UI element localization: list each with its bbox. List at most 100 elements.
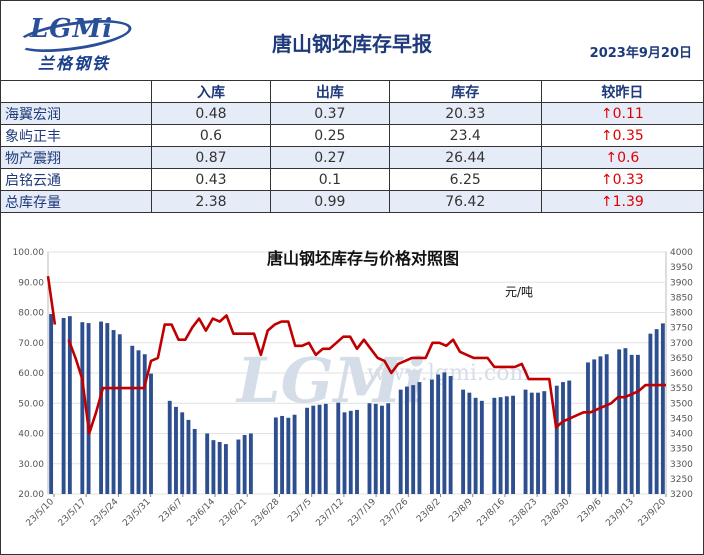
inventory-bar bbox=[598, 356, 603, 494]
x-tick-label: 23/8/23 bbox=[508, 497, 540, 529]
inventory-bar bbox=[567, 380, 572, 494]
inventory-bar bbox=[286, 417, 291, 494]
inventory-bar bbox=[211, 440, 216, 494]
inventory-bar bbox=[311, 405, 316, 494]
inventory-bar bbox=[186, 419, 191, 494]
inventory-table: 入库 出库 库存 较昨日 海翼宏润 0.48 0.37 20.33 ↑0.11 … bbox=[0, 80, 704, 213]
inventory-bar bbox=[130, 345, 135, 494]
inventory-bar bbox=[236, 439, 241, 494]
inventory-bar bbox=[660, 323, 665, 494]
y-right-tick-label: 3850 bbox=[670, 293, 693, 303]
y-right-tick-label: 3250 bbox=[670, 475, 693, 485]
x-tick-label: 23/9/13 bbox=[604, 497, 636, 529]
inventory-bar bbox=[67, 316, 72, 494]
row-stock: 26.44 bbox=[388, 146, 542, 169]
y-left-tick-label: 80.00 bbox=[18, 309, 44, 319]
report-header: LGMi 兰格钢铁 唐山钢坯库存早报 2023年9月20日 bbox=[0, 0, 704, 80]
lgmi-logo: LGMi 兰格钢铁 bbox=[12, 8, 134, 73]
row-name: 总库存量 bbox=[0, 190, 152, 213]
x-tick-label: 23/5/10 bbox=[25, 497, 57, 529]
inventory-bar bbox=[554, 385, 559, 494]
inventory-bar bbox=[242, 435, 247, 494]
row-in: 0.48 bbox=[151, 102, 271, 125]
inventory-bar bbox=[355, 409, 359, 494]
inventory-bar bbox=[405, 386, 409, 494]
inventory-bar bbox=[604, 354, 609, 494]
y-left-tick-label: 40.00 bbox=[18, 430, 44, 440]
y-right-tick-label: 3600 bbox=[670, 369, 693, 379]
inventory-bar bbox=[448, 376, 453, 494]
price-unit-label: 元/吨 bbox=[505, 285, 533, 299]
y-right-tick-label: 3750 bbox=[670, 324, 693, 334]
row-in: 0.6 bbox=[151, 124, 271, 147]
row-change: ↑0.33 bbox=[540, 168, 704, 191]
row-change: ↑0.11 bbox=[540, 102, 704, 125]
inventory-bar bbox=[280, 415, 285, 494]
y-right-tick-label: 3700 bbox=[670, 339, 693, 349]
y-right-tick-label: 3450 bbox=[670, 414, 693, 424]
logo-brand-text: LGMi bbox=[30, 14, 114, 44]
row-change: ↑0.6 bbox=[540, 146, 704, 169]
y-left-tick-label: 90.00 bbox=[18, 278, 44, 288]
inventory-bar bbox=[205, 433, 210, 494]
y-right-tick-label: 3300 bbox=[670, 460, 693, 470]
inventory-bar bbox=[167, 400, 172, 494]
x-tick-label: 23/6/21 bbox=[218, 497, 250, 529]
inventory-bar bbox=[623, 348, 628, 494]
inventory-bar bbox=[386, 403, 391, 494]
inventory-bar bbox=[80, 322, 85, 494]
inventory-bar bbox=[511, 395, 515, 494]
inventory-bar bbox=[635, 354, 640, 494]
table-row: 象屿正丰 0.6 0.25 23.4 ↑0.35 bbox=[0, 124, 704, 147]
inventory-bar bbox=[336, 402, 341, 494]
y-right-tick-label: 3200 bbox=[670, 490, 693, 500]
logo-cn-text: 兰格钢铁 bbox=[38, 54, 111, 73]
inventory-bar bbox=[111, 330, 116, 494]
inventory-bar bbox=[629, 354, 634, 494]
inventory-bar bbox=[367, 403, 372, 494]
x-tick-label: 23/5/24 bbox=[89, 497, 121, 529]
row-out: 0.99 bbox=[269, 190, 390, 213]
inventory-bar bbox=[180, 412, 185, 494]
y-right-tick-label: 3350 bbox=[670, 445, 693, 455]
inventory-bar bbox=[436, 374, 441, 494]
inventory-bar bbox=[492, 397, 497, 494]
inventory-bar bbox=[429, 379, 434, 494]
x-tick-label: 23/7/26 bbox=[379, 497, 411, 529]
x-tick-label: 23/8/30 bbox=[540, 497, 572, 529]
x-tick-label: 23/5/31 bbox=[121, 497, 153, 529]
row-stock: 6.25 bbox=[388, 168, 542, 191]
row-name: 物产震翔 bbox=[0, 146, 152, 169]
y-right-tick-label: 3900 bbox=[670, 278, 693, 288]
watermark-logo: LGMi bbox=[235, 344, 426, 417]
y-left-tick-label: 30.00 bbox=[18, 460, 44, 470]
col-header-change: 较昨日 bbox=[540, 80, 704, 103]
y-right-tick-label: 3400 bbox=[670, 430, 693, 440]
inventory-bar bbox=[536, 392, 540, 494]
inventory-bar bbox=[542, 391, 547, 494]
y-left-tick-label: 20.00 bbox=[18, 490, 44, 500]
inventory-bar bbox=[174, 406, 178, 494]
x-tick-label: 23/7/19 bbox=[347, 497, 379, 529]
inventory-bar bbox=[149, 373, 153, 494]
inventory-bar bbox=[223, 444, 228, 494]
row-name: 海翼宏润 bbox=[0, 102, 152, 125]
inventory-bar bbox=[561, 382, 565, 494]
x-tick-label: 23/6/28 bbox=[250, 497, 282, 529]
inventory-bar bbox=[217, 441, 222, 494]
row-in: 2.38 bbox=[151, 190, 271, 213]
row-out: 0.27 bbox=[269, 146, 390, 169]
inventory-bar bbox=[117, 334, 122, 494]
row-stock: 76.42 bbox=[388, 190, 542, 213]
inventory-bar bbox=[373, 403, 378, 494]
inventory-bar bbox=[317, 404, 322, 494]
x-tick-label: 23/8/2 bbox=[415, 497, 443, 525]
inventory-bar bbox=[417, 382, 422, 494]
col-header-name bbox=[0, 80, 152, 103]
y-left-tick-label: 50.00 bbox=[18, 399, 44, 409]
row-stock: 23.4 bbox=[388, 124, 542, 147]
inventory-bar bbox=[192, 428, 197, 494]
inventory-bar bbox=[305, 407, 309, 494]
inventory-bar bbox=[648, 333, 653, 494]
inventory-bar bbox=[323, 403, 328, 494]
